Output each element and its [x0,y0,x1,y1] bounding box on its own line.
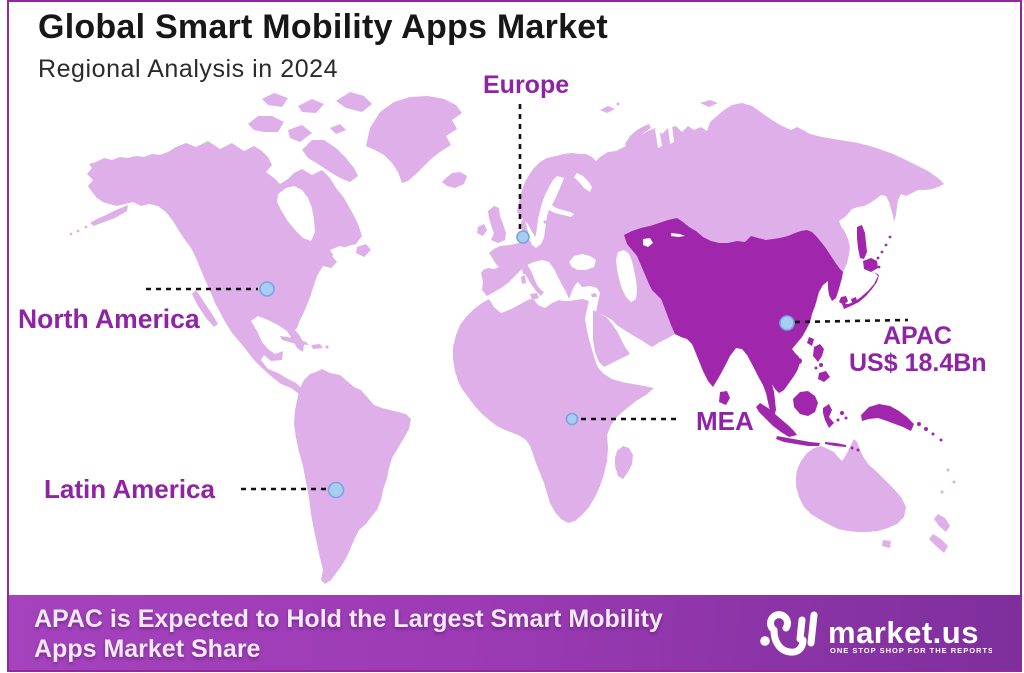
svg-text:ONE STOP SHOP FOR THE REPORTS: ONE STOP SHOP FOR THE REPORTS [830,646,992,655]
svg-text:market.us: market.us [828,615,979,650]
